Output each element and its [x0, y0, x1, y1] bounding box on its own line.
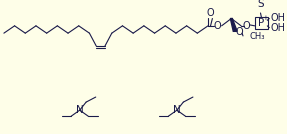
Text: N: N	[76, 105, 84, 115]
Text: OH: OH	[270, 23, 285, 33]
Text: O: O	[242, 21, 250, 31]
Text: N: N	[173, 105, 181, 115]
Text: S: S	[257, 0, 264, 9]
Text: +: +	[262, 15, 268, 21]
Text: P: P	[258, 18, 265, 28]
Text: O: O	[235, 27, 243, 37]
Text: OH: OH	[270, 14, 285, 23]
FancyBboxPatch shape	[255, 17, 268, 29]
Text: CH₃: CH₃	[250, 32, 265, 41]
Text: O: O	[214, 21, 222, 31]
Text: O: O	[206, 8, 214, 18]
Polygon shape	[230, 18, 237, 31]
